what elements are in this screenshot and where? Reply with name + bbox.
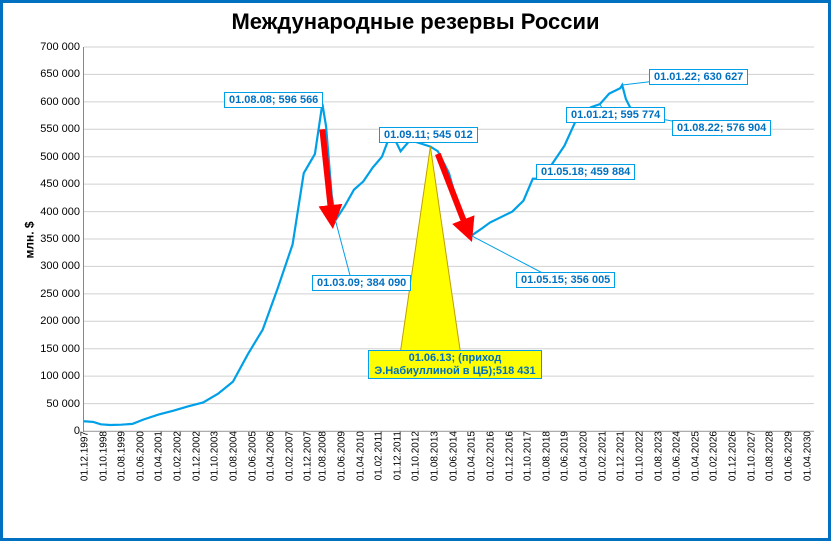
x-tick: 01.10.2012 (409, 431, 422, 481)
x-tick: 01.08.2013 (428, 431, 441, 481)
x-tick: 01.04.2030 (800, 431, 813, 481)
callout-c8: 01.08.22; 576 904 (672, 120, 771, 136)
callout-c5: 01.05.15; 356 005 (516, 272, 615, 288)
x-tick: 01.12.2021 (614, 431, 627, 481)
y-axis-title: млн. $ (23, 221, 37, 258)
x-tick: 01.04.2020 (577, 431, 590, 481)
x-tick: 01.08.2004 (226, 431, 239, 481)
x-tick: 01.10.1998 (96, 431, 109, 481)
x-tick: 01.04.2015 (465, 431, 478, 481)
x-tick: 01.06.2024 (670, 431, 683, 481)
x-tick: 01.08.2023 (651, 431, 664, 481)
x-tick: 01.08.2028 (763, 431, 776, 481)
y-tick: 250 000 (40, 288, 84, 300)
x-tick: 01.04.2025 (688, 431, 701, 481)
x-tick: 01.04.2001 (152, 431, 165, 481)
x-tick: 01.08.2018 (539, 431, 552, 481)
y-tick: 350 000 (40, 233, 84, 245)
x-tick: 01.10.2017 (521, 431, 534, 481)
y-tick: 500 000 (40, 151, 84, 163)
callout-c2: 01.03.09; 384 090 (312, 275, 411, 291)
x-tick: 01.06.2000 (133, 431, 146, 481)
highlight-callout: 01.06.13; (приходЭ.Набиуллиной в ЦБ);518… (368, 350, 542, 379)
y-tick: 300 000 (40, 260, 84, 272)
callout-c4: 01.05.18; 459 884 (536, 164, 635, 180)
callout-c6: 01.01.21; 595 774 (566, 107, 665, 123)
x-tick: 01.12.1997 (78, 431, 91, 481)
x-tick: 01.12.2026 (726, 431, 739, 481)
y-tick: 600 000 (40, 96, 84, 108)
y-tick: 550 000 (40, 123, 84, 135)
plot-area: 050 000100 000150 000200 000250 000300 0… (83, 47, 814, 432)
x-tick: 01.12.2002 (189, 431, 202, 481)
x-tick: 01.04.2006 (264, 431, 277, 481)
chart-title: Международные резервы России (3, 9, 828, 35)
y-tick: 200 000 (40, 315, 84, 327)
callout-c1: 01.08.08; 596 566 (224, 92, 323, 108)
x-tick: 01.06.2019 (558, 431, 571, 481)
x-tick: 01.12.2011 (390, 431, 403, 480)
x-tick: 01.06.2005 (245, 431, 258, 481)
x-tick: 01.10.2022 (632, 431, 645, 481)
x-tick: 01.02.2021 (595, 431, 608, 481)
chart-frame: Международные резервы России 050 000100 … (0, 0, 831, 541)
x-tick: 01.08.1999 (115, 431, 128, 481)
callout-c3: 01.09.11; 545 012 (379, 127, 478, 143)
x-tick: 01.02.2026 (707, 431, 720, 481)
y-tick: 50 000 (46, 398, 84, 410)
y-tick: 100 000 (40, 370, 84, 382)
y-tick: 700 000 (40, 41, 84, 53)
x-tick: 01.02.2011 (372, 431, 385, 480)
x-tick: 01.08.2008 (316, 431, 329, 481)
x-tick: 01.10.2027 (744, 431, 757, 481)
x-tick: 01.02.2002 (171, 431, 184, 481)
x-tick: 01.10.2003 (208, 431, 221, 481)
y-tick: 150 000 (40, 343, 84, 355)
callout-c7: 01.01.22; 630 627 (649, 69, 748, 85)
x-tick: 01.06.2014 (446, 431, 459, 481)
x-tick: 01.12.2016 (502, 431, 515, 481)
y-tick: 650 000 (40, 68, 84, 80)
x-tick: 01.06.2029 (781, 431, 794, 481)
x-tick: 01.02.2016 (483, 431, 496, 481)
x-tick: 01.06.2009 (334, 431, 347, 481)
y-tick: 400 000 (40, 206, 84, 218)
x-tick: 01.02.2007 (282, 431, 295, 481)
y-tick: 450 000 (40, 178, 84, 190)
x-tick: 01.12.2007 (301, 431, 314, 481)
x-tick: 01.04.2010 (353, 431, 366, 481)
